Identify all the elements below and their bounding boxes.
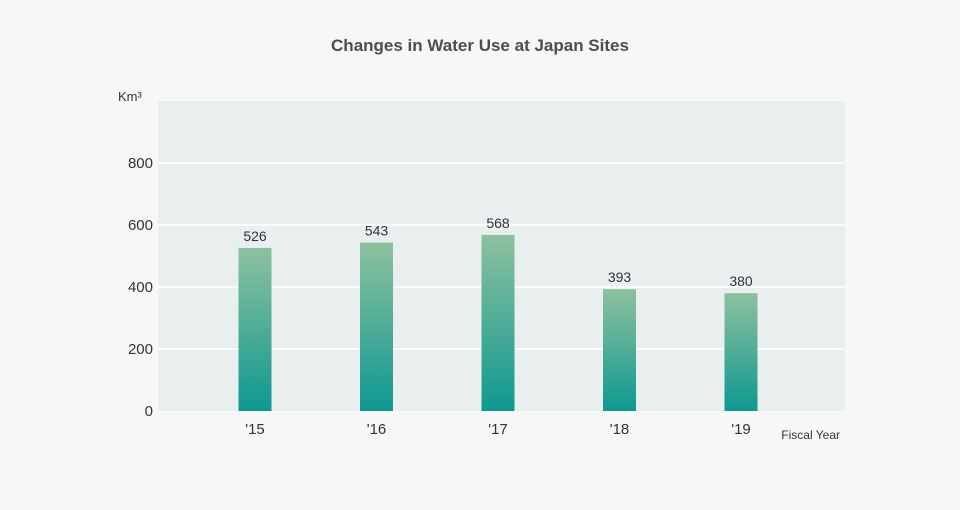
y-axis-ticks: 0 200 400 600 800: [128, 155, 153, 420]
x-axis-ticks: '15 '16 '17 '18 '19: [245, 421, 751, 438]
data-label: 543: [365, 223, 389, 239]
x-axis-title: Fiscal Year: [781, 428, 840, 442]
data-label: 526: [243, 228, 267, 244]
bar: [360, 242, 393, 411]
y-tick-label: 600: [128, 217, 153, 234]
data-labels: 526 543 568 393 380: [243, 215, 753, 289]
x-tick-label: '15: [245, 421, 265, 438]
y-axis-unit-label: Km³: [118, 89, 143, 104]
data-label: 568: [486, 215, 510, 231]
x-tick-label: '19: [731, 421, 751, 438]
data-label: 393: [608, 269, 632, 285]
bar: [724, 293, 758, 411]
bars: [238, 234, 758, 411]
bar: [481, 234, 515, 411]
y-tick-label: 0: [145, 403, 153, 420]
x-tick-label: '17: [488, 421, 508, 438]
x-tick-label: '18: [610, 421, 630, 438]
y-tick-label: 800: [128, 155, 153, 172]
bar: [603, 289, 636, 411]
y-tick-label: 400: [128, 279, 153, 296]
chart-title: Changes in Water Use at Japan Sites: [331, 36, 629, 55]
bar: [238, 247, 272, 411]
data-label: 380: [729, 273, 753, 289]
y-tick-label: 200: [128, 341, 153, 358]
x-tick-label: '16: [367, 421, 387, 438]
